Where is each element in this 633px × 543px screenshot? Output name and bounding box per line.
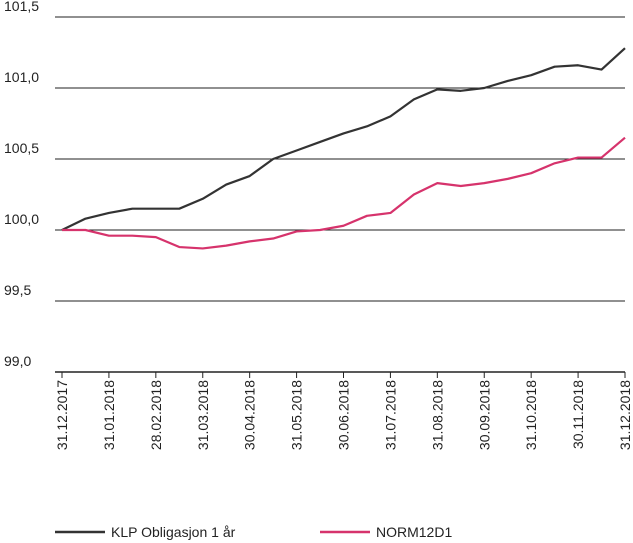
x-tick-label: 31.08.2018: [429, 380, 445, 450]
y-tick-label: 101,0: [4, 69, 39, 85]
x-tick-label: 31.10.2018: [523, 380, 539, 450]
y-tick-label: 100,0: [4, 211, 39, 227]
series-line: [61, 47, 626, 231]
y-tick-label: 99,0: [4, 353, 31, 369]
x-tick-label: 31.07.2018: [382, 380, 398, 450]
x-tick-label: 31.05.2018: [289, 380, 305, 450]
x-tick-label: 28.02.2018: [148, 380, 164, 450]
x-tick-label: 31.12.2018: [617, 380, 633, 450]
x-tick-label: 30.09.2018: [476, 380, 492, 450]
y-tick-label: 100,5: [4, 140, 39, 156]
y-tick-label: 101,5: [4, 0, 39, 14]
y-tick-label: 99,5: [4, 282, 31, 298]
x-tick-label: 30.06.2018: [336, 380, 352, 450]
x-tick-label: 30.11.2018: [570, 380, 586, 449]
x-tick-label: 30.04.2018: [242, 380, 258, 450]
legend-label: KLP Obligasjon 1 år: [111, 524, 236, 540]
x-tick-label: 31.12.2017: [54, 380, 70, 450]
series-line: [62, 136, 626, 250]
legend-label: NORM12D1: [376, 524, 452, 540]
x-tick-label: 31.01.2018: [101, 380, 117, 450]
x-tick-label: 31.03.2018: [195, 380, 211, 450]
